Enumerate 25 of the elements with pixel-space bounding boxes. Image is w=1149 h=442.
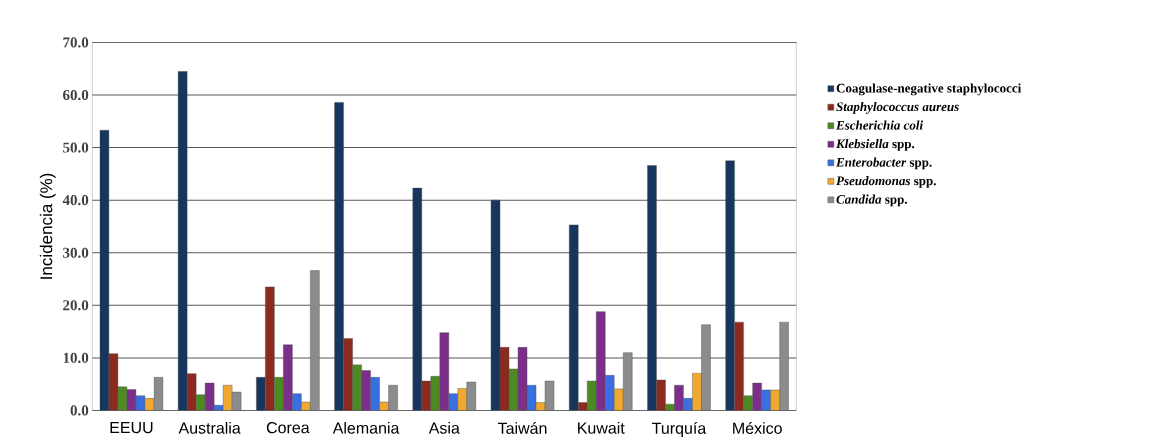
legend-label: Klebsiella spp. <box>835 139 915 151</box>
x-tick-label: Australia <box>178 421 241 434</box>
y-tick-label: 30.0 <box>63 247 89 258</box>
y-tick-label: 50.0 <box>63 142 89 153</box>
legend-label: Escherichia coli <box>835 120 924 130</box>
legend-label: Enterobacter spp. <box>835 157 932 170</box>
x-tick-label: Kuwait <box>578 421 625 434</box>
y-tick-label: 70.0 <box>63 37 89 48</box>
legend-label: Staphylococcus aureus <box>836 101 959 114</box>
legend-label: Pseudomonas spp. <box>836 176 936 188</box>
x-tick-label: Turquía <box>652 421 707 438</box>
x-tick-label: Alemania <box>332 421 400 434</box>
y-axis-title: Incidencia (%) <box>39 173 56 279</box>
y-tick-label: 0.0 <box>70 405 89 416</box>
legend-label: Coagulase-negative staphylococci <box>836 83 1022 96</box>
y-tick-label: 20.0 <box>63 300 89 311</box>
y-tick-label: 40.0 <box>62 195 89 206</box>
x-tick-label: Corea <box>266 422 310 434</box>
legend-label: Candida spp. <box>836 194 908 207</box>
x-tick-label: EEUU <box>110 421 153 434</box>
y-tick-label: 60.0 <box>63 89 89 101</box>
x-tick-label: Asia <box>428 421 460 434</box>
x-tick-label: México <box>733 421 782 434</box>
x-tick-label: Taiwán <box>497 421 547 434</box>
y-tick-label: 10.0 <box>63 352 89 363</box>
